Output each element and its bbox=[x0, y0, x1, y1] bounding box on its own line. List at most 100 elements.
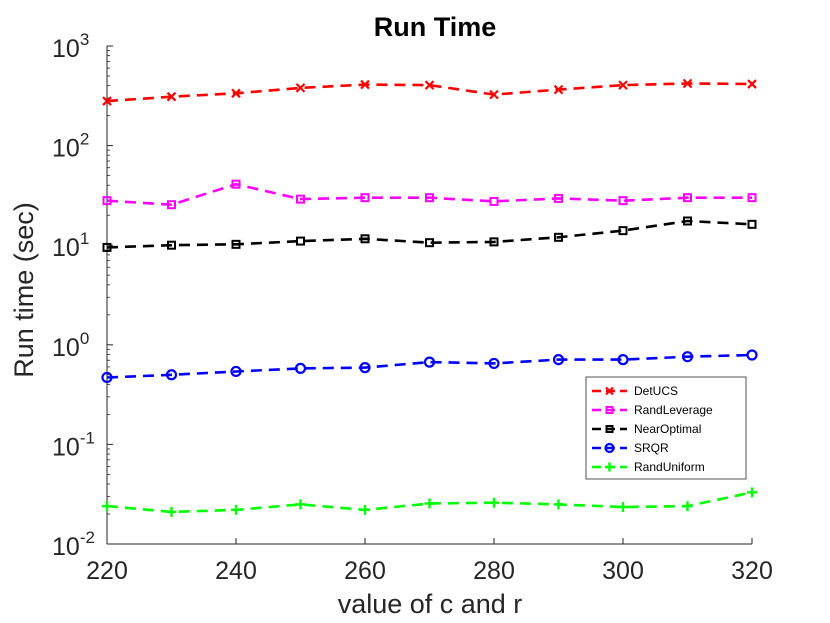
data-point-srqr bbox=[359, 362, 371, 374]
x-tick-label: 300 bbox=[602, 557, 644, 585]
data-point-detucs bbox=[682, 78, 693, 89]
data-point-detucs bbox=[747, 79, 757, 89]
data-point-detucs bbox=[360, 79, 370, 90]
marker-stroke bbox=[231, 88, 241, 99]
marker-shape bbox=[489, 237, 499, 247]
marker-shape bbox=[296, 194, 305, 204]
data-point-randleverage bbox=[360, 193, 370, 203]
data-point-srqr bbox=[165, 369, 178, 381]
marker-shape bbox=[102, 196, 112, 206]
y-tick-label: 100 bbox=[52, 329, 89, 362]
marker-shape bbox=[423, 356, 436, 368]
data-point-nearoptimal bbox=[618, 226, 628, 236]
data-point-randleverage bbox=[489, 196, 499, 206]
data-point-randleverage bbox=[554, 193, 563, 203]
marker-shape bbox=[101, 371, 113, 384]
data-point-detucs bbox=[618, 80, 628, 90]
data-point-randuniform bbox=[747, 487, 757, 498]
x-tick-label: 260 bbox=[344, 557, 386, 585]
data-point-nearoptimal bbox=[489, 237, 499, 247]
legend-marker-srqr bbox=[604, 442, 615, 454]
x-tick-label: 240 bbox=[215, 557, 257, 585]
y-tick-base: 10 bbox=[52, 234, 80, 262]
marker-shape bbox=[746, 349, 758, 361]
marker-stroke bbox=[166, 91, 177, 102]
marker-stroke bbox=[553, 84, 564, 95]
data-point-srqr bbox=[552, 354, 565, 366]
marker-shape bbox=[604, 442, 615, 454]
marker-shape bbox=[617, 354, 629, 366]
data-point-randleverage bbox=[102, 196, 112, 206]
y-tick-label: 101 bbox=[52, 229, 89, 262]
legend-label-detucs: DetUCS bbox=[634, 384, 678, 398]
data-point-nearoptimal bbox=[425, 238, 434, 248]
marker-shape bbox=[683, 216, 692, 226]
data-point-nearoptimal bbox=[554, 232, 563, 242]
data-point-randuniform bbox=[166, 506, 177, 517]
data-point-randuniform bbox=[102, 501, 112, 512]
data-point-nearoptimal bbox=[360, 234, 370, 244]
marker-stroke bbox=[618, 80, 628, 90]
marker-shape bbox=[231, 239, 241, 249]
series-line-randleverage bbox=[106, 182, 752, 207]
marker-shape bbox=[360, 193, 370, 203]
y-tick-base: 10 bbox=[52, 433, 80, 461]
marker-shape bbox=[605, 425, 614, 433]
data-point-randleverage bbox=[683, 193, 692, 203]
y-tick-exponent: -2 bbox=[80, 528, 95, 547]
legend-label-randleverage: RandLeverage bbox=[634, 403, 713, 417]
data-point-randleverage bbox=[425, 193, 434, 203]
legend-label-srqr: SRQR bbox=[634, 441, 669, 455]
data-point-randleverage bbox=[231, 179, 241, 189]
legend-marker-nearoptimal bbox=[605, 425, 614, 433]
marker-shape bbox=[488, 357, 500, 370]
data-point-nearoptimal bbox=[747, 219, 757, 229]
data-point-nearoptimal bbox=[102, 242, 112, 252]
marker-shape bbox=[554, 193, 563, 203]
data-point-randuniform bbox=[295, 499, 306, 510]
marker-stroke bbox=[682, 78, 693, 89]
legend-marker-detucs bbox=[605, 386, 614, 396]
y-tick-label: 102 bbox=[52, 130, 89, 163]
y-axis-title: Run time (sec) bbox=[9, 202, 39, 378]
data-point-nearoptimal bbox=[683, 216, 692, 226]
x-axis-title: value of c and r bbox=[338, 589, 523, 619]
data-point-randleverage bbox=[167, 200, 176, 210]
marker-shape bbox=[359, 362, 371, 374]
legend-label-randuniform: RandUniform bbox=[634, 460, 705, 474]
data-point-srqr bbox=[423, 356, 436, 368]
data-point-detucs bbox=[166, 91, 177, 102]
data-point-detucs bbox=[489, 89, 499, 100]
marker-stroke bbox=[295, 83, 306, 93]
data-point-randuniform bbox=[360, 504, 370, 515]
y-tick-base: 10 bbox=[52, 334, 80, 362]
y-tick-exponent: -1 bbox=[80, 428, 95, 447]
data-point-randleverage bbox=[618, 196, 628, 206]
marker-shape bbox=[425, 193, 434, 203]
data-point-srqr bbox=[681, 351, 694, 363]
x-tick-label: 220 bbox=[86, 557, 128, 585]
data-point-randuniform bbox=[231, 504, 241, 515]
data-point-randuniform bbox=[489, 497, 499, 508]
marker-shape bbox=[618, 226, 628, 236]
series bbox=[101, 78, 758, 517]
marker-shape bbox=[231, 179, 241, 189]
marker-shape bbox=[747, 193, 757, 203]
y-tick-base: 10 bbox=[52, 135, 80, 163]
data-point-srqr bbox=[488, 357, 500, 370]
data-point-detucs bbox=[231, 88, 241, 99]
data-point-detucs bbox=[553, 84, 564, 95]
marker-stroke bbox=[605, 386, 614, 396]
legend: DetUCS RandLeverage NearOptimal SRQR RandUni… bbox=[585, 376, 747, 480]
marker-shape bbox=[605, 406, 614, 414]
y-tick-exponent: 1 bbox=[80, 229, 89, 248]
marker-stroke bbox=[489, 89, 499, 100]
data-point-detucs bbox=[295, 83, 306, 93]
data-point-randleverage bbox=[296, 194, 305, 204]
series-line-nearoptimal bbox=[106, 219, 753, 249]
data-point-randuniform bbox=[553, 499, 564, 510]
marker-stroke bbox=[360, 79, 370, 90]
marker-shape bbox=[683, 193, 692, 203]
